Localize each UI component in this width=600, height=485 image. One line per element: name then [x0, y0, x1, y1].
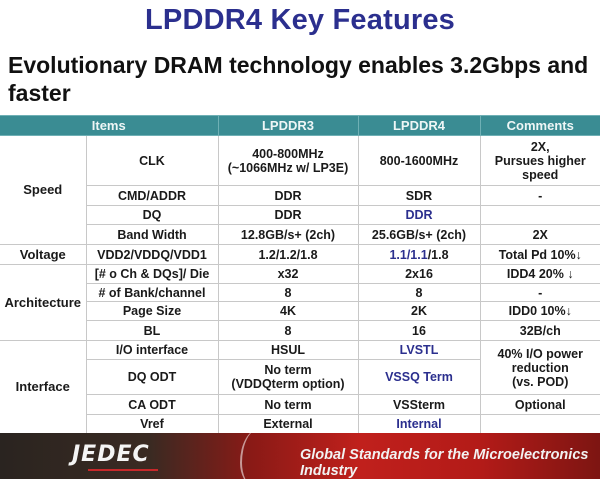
- header-lpddr4: LPDDR4: [357, 115, 481, 136]
- item-cell: DQ ODT: [86, 359, 219, 395]
- item-cell: I/O interface: [85, 340, 219, 360]
- lpddr4-cell: 800-1600MHz: [357, 135, 481, 186]
- lpddr3-cell: 1.2/1.2/1.8: [217, 244, 359, 265]
- lpddr3-cell: DDR: [217, 185, 359, 206]
- group-architecture: Architecture: [0, 264, 87, 341]
- item-cell: Page Size: [86, 301, 219, 321]
- lpddr3-cell: 400-800MHz (~1066MHz w/ LP3E): [217, 135, 359, 186]
- table-row: CMD/ADDR DDR SDR -: [0, 185, 600, 206]
- jedec-logo: JEDEC: [72, 442, 150, 467]
- lpddr3-cell: 8: [217, 320, 359, 341]
- item-cell: Vref: [86, 414, 219, 434]
- lpddr4-cell: 25.6GB/s+ (2ch): [357, 224, 481, 245]
- lpddr3-cell: External: [217, 414, 359, 434]
- lpddr4-cell: VSSQ Term: [357, 359, 480, 395]
- group-voltage: Voltage: [0, 244, 87, 265]
- comment-cell: Total Pd 10%↓: [479, 244, 600, 265]
- comment-cell: 32B/ch: [479, 320, 600, 341]
- lpddr3-cell: 4K: [217, 301, 359, 321]
- lpddr4-cell: 2x16: [357, 264, 481, 284]
- lpddr4-cell: LVSTL: [357, 340, 481, 360]
- feature-comparison-table: Items LPDDR3 LPDDR4 Comments Speed CLK 4…: [0, 115, 600, 434]
- table-row: BL 8 16 32B/ch: [0, 320, 600, 341]
- comment-cell: -: [479, 283, 600, 302]
- comment-cell: Optional: [479, 394, 600, 415]
- item-cell: CA ODT: [86, 394, 219, 415]
- comment-cell: -: [479, 185, 600, 206]
- item-cell: CLK: [85, 135, 219, 186]
- group-speed: Speed: [0, 135, 87, 245]
- lpddr3-cell: No term (VDDQterm option): [217, 359, 359, 395]
- comment-cell: [479, 205, 600, 225]
- lpddr3-cell: No term: [217, 394, 359, 415]
- table-header-row: Items LPDDR3 LPDDR4 Comments: [0, 115, 600, 136]
- lpddr4-cell: 1.1/1.1/1.8: [357, 244, 481, 265]
- table-row: CA ODT No term VSSterm Optional: [0, 394, 600, 415]
- logo-underline: [88, 469, 158, 471]
- group-interface: Interface: [0, 340, 87, 434]
- footer-tagline: Global Standards for the Microelectronic…: [300, 447, 589, 479]
- item-cell: DQ: [86, 205, 219, 225]
- comment-cell: [479, 414, 600, 434]
- comment-cell: 40% I/O power reduction (vs. POD): [479, 340, 600, 395]
- lpddr3-cell: 8: [217, 283, 359, 302]
- slide-title: LPDDR4 Key Features: [144, 4, 455, 36]
- table-row: Interface I/O interface HSUL LVSTL 40% I…: [0, 340, 600, 434]
- item-cell: BL: [86, 320, 219, 341]
- lpddr4-cell: 2K: [357, 301, 481, 321]
- table-row: Voltage VDD2/VDDQ/VDD1 1.2/1.2/1.8 1.1/1…: [0, 244, 600, 265]
- lpddr4-cell: 16: [357, 320, 481, 341]
- item-cell: CMD/ADDR: [86, 185, 219, 206]
- table-row: DQ DDR DDR: [0, 205, 600, 225]
- lpddr4-cell: Internal: [357, 414, 481, 434]
- item-cell: VDD2/VDDQ/VDD1: [85, 244, 219, 265]
- item-cell: [# o Ch & DQs]/ Die: [85, 264, 219, 284]
- lpddr4-cell: 8: [357, 283, 481, 302]
- header-lpddr3: LPDDR3: [217, 115, 359, 136]
- lpddr4-cell: VSSterm: [357, 394, 481, 415]
- table-row: Band Width 12.8GB/s+ (2ch) 25.6GB/s+ (2c…: [0, 224, 600, 245]
- comment-cell: 2X, Pursues higher speed: [479, 135, 600, 186]
- table-row: Page Size 4K 2K IDD0 10%↓: [0, 301, 600, 321]
- lpddr3-cell: x32: [217, 264, 359, 284]
- table-row: Speed CLK 400-800MHz (~1066MHz w/ LP3E) 8…: [0, 135, 600, 245]
- item-cell: # of Bank/channel: [86, 283, 219, 302]
- header-items: Items: [0, 115, 219, 136]
- lpddr3-cell: DDR: [217, 205, 359, 225]
- footer-banner: JEDEC Global Standards for the Microelec…: [0, 429, 600, 485]
- item-cell: Band Width: [86, 224, 219, 245]
- lpddr3-cell: 12.8GB/s+ (2ch): [217, 224, 359, 245]
- table-row: # of Bank/channel 8 8 -: [0, 283, 600, 302]
- slide-subtitle: Evolutionary DRAM technology enables 3.2…: [8, 52, 589, 106]
- comment-cell: IDD0 10%↓: [479, 301, 600, 321]
- comment-cell: 2X: [479, 224, 600, 245]
- swoosh-decoration: [240, 429, 272, 485]
- table-row: Vref External Internal: [0, 414, 600, 434]
- lpddr3-cell: HSUL: [217, 340, 359, 360]
- header-comments: Comments: [479, 115, 600, 136]
- table-row: Architecture [# o Ch & DQs]/ Die x32 2x1…: [0, 264, 600, 341]
- comment-cell: IDD4 20% ↓: [479, 264, 600, 284]
- lpddr4-cell: SDR: [357, 185, 481, 206]
- lpddr4-cell: DDR: [357, 205, 481, 225]
